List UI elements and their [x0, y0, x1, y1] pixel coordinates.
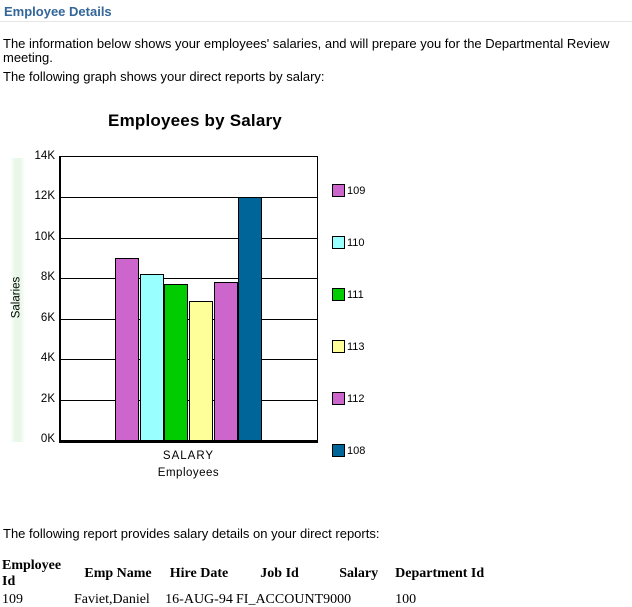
cell-job-id: FI_ACCOUNT [236, 592, 324, 607]
cell-emp-name: Faviet,Daniel [74, 592, 150, 607]
legend-item-111: 111 [332, 286, 364, 302]
legend-label: 113 [347, 340, 365, 353]
heading-divider [0, 21, 632, 22]
legend-swatch [332, 184, 345, 198]
x-axis-label: Employees [157, 467, 220, 479]
y-tick-label: 14K [34, 150, 55, 162]
legend-swatch [332, 340, 345, 354]
bar-112 [214, 282, 238, 440]
legend-item-112: 112 [332, 390, 365, 406]
col-header-job-id: Job Id [260, 566, 299, 581]
salary-report-table: Employee Id Emp Name Hire Date Job Id Sa… [2, 558, 505, 607]
y-tick-label: 6K [40, 312, 55, 324]
legend-item-108: 108 [332, 442, 366, 458]
y-tick-label: 0K [40, 433, 55, 445]
gridline [61, 196, 317, 198]
col-header-salary: Salary [339, 566, 379, 581]
bar-108 [238, 197, 262, 440]
plot-area [59, 156, 318, 443]
y-tick-label: 4K [40, 352, 55, 364]
graph-caption: The following graph shows your direct re… [3, 69, 325, 84]
legend-label: 108 [347, 444, 366, 457]
y-tick-label: 8K [40, 271, 55, 283]
gridline [61, 237, 317, 239]
legend-swatch [332, 444, 345, 458]
legend-swatch [332, 288, 345, 302]
legend-label: 111 [347, 288, 364, 301]
bar-113 [189, 301, 213, 440]
bar-111 [164, 284, 188, 440]
gridline [61, 277, 317, 279]
y-tick-label: 10K [34, 231, 55, 243]
col-header-department-id: Department Id [395, 566, 485, 581]
y-tick-label: 12K [34, 190, 55, 202]
legend-label: 110 [347, 236, 365, 249]
legend-swatch [332, 392, 345, 406]
legend-item-109: 109 [332, 182, 366, 198]
col-header-emp-name: Emp Name [84, 566, 152, 581]
salary-bar-chart: Employees by Salary Salaries SALARY Empl… [0, 105, 480, 485]
legend-label: 109 [347, 184, 366, 197]
chart-title: Employees by Salary [108, 111, 282, 130]
col-header-hire-date: Hire Date [169, 566, 229, 581]
legend-swatch [332, 236, 345, 250]
cell-salary: 9000 [323, 592, 352, 607]
legend-label: 112 [347, 392, 365, 405]
page-title: Employee Details [4, 4, 112, 19]
table-row: 109 Faviet,Daniel 16-AUG-94 FI_ACCOUNT 9… [2, 590, 505, 607]
cell-department-id: 100 [395, 592, 417, 607]
intro-text: The information below shows your employe… [3, 36, 610, 65]
x-category-label: SALARY [162, 450, 215, 462]
table-header-row: Employee Id Emp Name Hire Date Job Id Sa… [2, 558, 505, 590]
bar-109 [115, 258, 139, 440]
legend-item-113: 113 [332, 338, 365, 354]
y-tick-label: 2K [40, 393, 55, 405]
report-caption: The following report provides salary det… [3, 526, 380, 541]
bar-110 [140, 274, 164, 440]
col-header-employee-id: Employee Id [2, 558, 62, 589]
cell-employee-id: 109 [2, 592, 23, 607]
legend-item-110: 110 [332, 234, 365, 250]
cell-hire-date: 16-AUG-94 [165, 592, 233, 607]
chart-left-gradient [10, 158, 25, 442]
